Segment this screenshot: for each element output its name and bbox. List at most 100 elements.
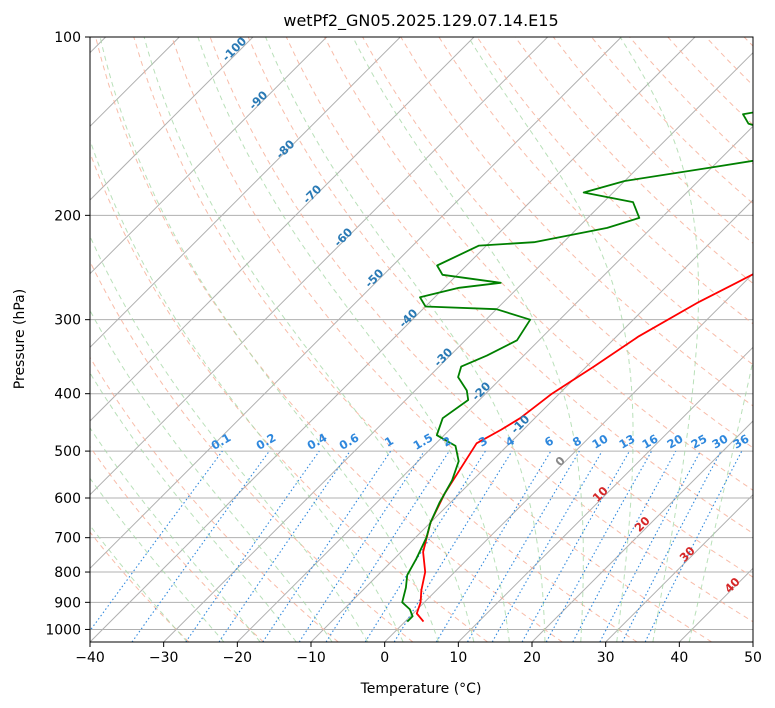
moist-adiabat-line [90, 138, 404, 642]
dry-adiabat-label: -80 [273, 137, 298, 162]
dry-adiabat-line [95, 37, 563, 642]
profile-line [415, 273, 753, 623]
x-tick-label: −20 [223, 650, 253, 666]
mixing-ratio-label: 13 [617, 431, 638, 451]
mixing-ratio-label: 6 [542, 433, 556, 449]
moist-adiabat-line [90, 235, 369, 642]
isotherm-line [90, 37, 622, 570]
x-tick-label: 20 [523, 650, 541, 666]
mixing-ratio-line [90, 450, 223, 632]
moist-adiabat-line [265, 37, 546, 642]
moist-adiabat-line [90, 477, 225, 642]
dry-adiabat-label: -60 [331, 225, 356, 250]
dry-adiabat-line [362, 37, 753, 449]
mixing-ratio-label: 0.1 [209, 430, 234, 452]
mixing-ratio-label: 36 [731, 431, 752, 451]
mixing-ratio-label: 30 [710, 431, 731, 451]
dry-adiabat-line [133, 37, 638, 642]
isotherm-line [457, 346, 753, 642]
moist-adiabat-line [90, 309, 333, 642]
isotherm-line [90, 37, 328, 275]
y-tick-label: 300 [54, 313, 81, 329]
dry-adiabat-label: 20 [632, 514, 653, 535]
mixing-ratio-line [298, 450, 425, 642]
mixing-ratio-line [325, 450, 450, 642]
mixing-ratio-line [393, 450, 513, 642]
plot-frame [89, 36, 754, 643]
x-tick-label: 30 [597, 650, 615, 666]
dry-adiabat-line [90, 445, 264, 642]
isotherm-line [605, 493, 753, 642]
profile-line [401, 111, 753, 623]
dry-adiabat-line [514, 37, 753, 285]
x-tick-label: −30 [149, 650, 179, 666]
y-tick-label: 500 [54, 444, 81, 460]
dry-adiabat-line [705, 37, 753, 87]
moist-adiabat-line [352, 37, 584, 642]
x-tick-label: 0 [380, 650, 389, 666]
mixing-ratio-line [185, 450, 320, 642]
dry-adiabat-label: -100 [219, 34, 249, 64]
chart-title: wetPf2_GN05.2025.129.07.14.E15 [283, 11, 558, 31]
y-axis-label: Pressure (hPa) [12, 289, 28, 389]
dry-adiabat-line [476, 37, 753, 325]
mixing-ratio-label: 10 [590, 431, 611, 451]
mixing-ratio-label: 0.6 [337, 430, 362, 452]
x-axis-label: Temperature (°C) [360, 681, 482, 697]
dry-adiabat-label: -20 [469, 379, 494, 404]
y-tick-label: 800 [54, 565, 81, 581]
y-tick-label: 900 [54, 595, 81, 611]
mixing-ratio-line [572, 450, 677, 642]
dry-adiabat-line [90, 356, 339, 642]
mixing-ratio-label: 1 [382, 433, 396, 449]
isotherm-line [90, 37, 696, 642]
isotherm-line [90, 37, 401, 349]
dry-adiabat-label: 0 [552, 453, 568, 469]
x-tick-label: −40 [75, 650, 105, 666]
y-tick-label: 400 [54, 387, 81, 403]
mixing-ratio-label: 8 [570, 433, 584, 449]
dry-adiabat-label: -10 [508, 412, 533, 437]
x-tick-label: −10 [296, 650, 326, 666]
isotherm-line [163, 51, 753, 642]
mixing-ratio-label: 0.4 [305, 430, 330, 452]
x-tick-label: 50 [744, 650, 762, 666]
dry-adiabat-label: -70 [300, 182, 325, 207]
dry-adiabat-label: 40 [722, 575, 743, 596]
moist-adiabat-line [90, 524, 188, 642]
mixing-ratio-label: 3 [476, 433, 490, 449]
dry-adiabat-line [285, 37, 753, 534]
dry-adiabat-line [743, 37, 753, 47]
dry-adiabat-label: -40 [396, 306, 421, 331]
dry-adiabat-line [400, 37, 753, 407]
y-tick-label: 700 [54, 531, 81, 547]
dry-adiabat-label: -30 [431, 345, 456, 370]
mixing-ratio-line [545, 450, 653, 642]
dry-adiabat-label: -90 [246, 88, 271, 113]
isotherm-line [90, 37, 254, 201]
dry-adiabat-label: -50 [362, 266, 387, 291]
moist-adiabat-line [688, 358, 753, 642]
mixing-ratio-line [521, 450, 630, 642]
dry-adiabat-label: 30 [677, 544, 698, 565]
dry-adiabat-label: 10 [590, 484, 611, 505]
dry-adiabat-line [209, 37, 753, 623]
isotherm-line [90, 37, 549, 496]
dry-adiabat-line [438, 37, 753, 366]
moist-adiabat-line [90, 371, 297, 642]
mixing-ratio-line [131, 450, 270, 642]
y-tick-label: 1000 [45, 622, 81, 638]
mixing-ratio-label: 16 [640, 431, 661, 451]
mixing-ratio-line [644, 450, 743, 642]
dry-adiabat-line [247, 37, 753, 578]
x-tick-label: 10 [449, 650, 467, 666]
dry-adiabat-line [90, 151, 488, 642]
isotherm-line [531, 420, 753, 642]
y-tick-label: 200 [54, 208, 81, 224]
mixing-ratio-line [262, 450, 392, 642]
dry-adiabat-line [171, 37, 712, 642]
moist-adiabat-line [90, 427, 261, 642]
isotherm-line [236, 125, 753, 642]
